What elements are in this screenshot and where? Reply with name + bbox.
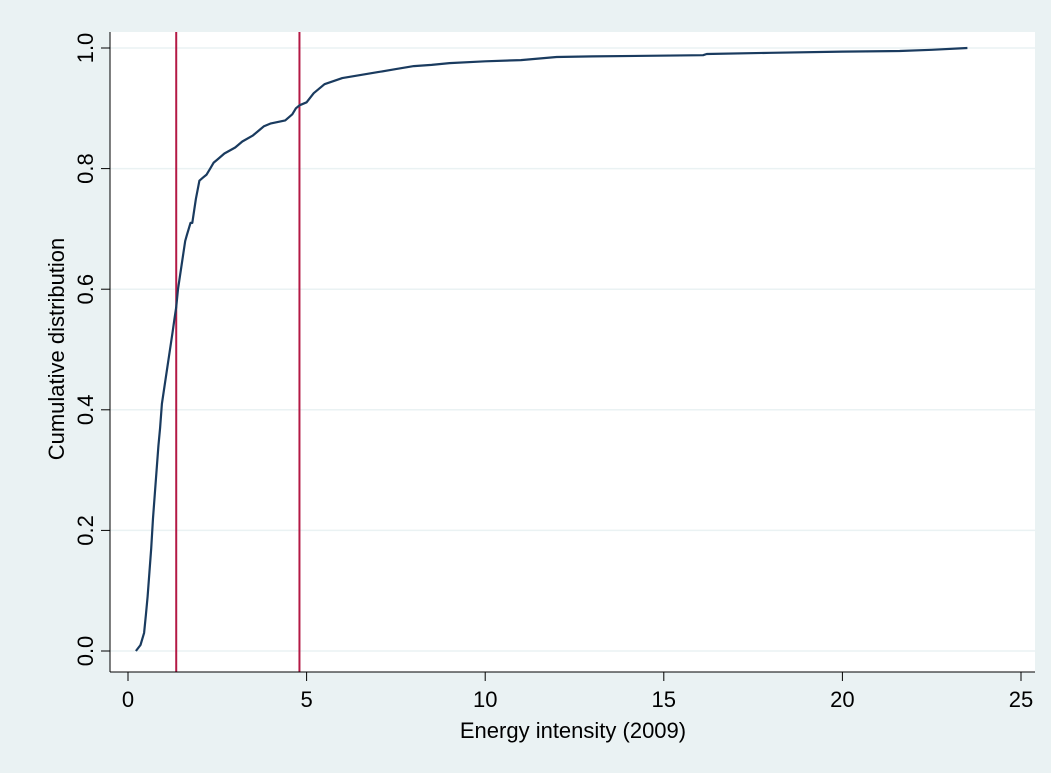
x-tick-label: 20 (830, 687, 854, 712)
series-line (135, 46, 968, 652)
y-tick-labels: 0.0 0.2 0.4 0.6 0.8 1.0 (73, 33, 98, 667)
y-tick-label: 0.8 (73, 153, 98, 184)
plot-area (110, 32, 1035, 672)
x-tick-label: 15 (652, 687, 676, 712)
x-tick-label: 25 (1009, 687, 1033, 712)
y-axis-label: Cumulative distribution (44, 238, 69, 461)
x-tick-label: 10 (473, 687, 497, 712)
x-axis-label: Energy intensity (2009) (460, 718, 686, 743)
x-tick-label: 0 (122, 687, 134, 712)
y-tick-label: 0.0 (73, 636, 98, 667)
y-tick-label: 0.2 (73, 515, 98, 546)
reference-lines (175, 32, 301, 672)
axis-layer (101, 32, 1035, 681)
x-tick-labels: 0 5 10 15 20 25 (122, 687, 1033, 712)
y-tick-label: 1.0 (73, 33, 98, 64)
y-tick-label: 0.6 (73, 274, 98, 305)
series-layer (135, 46, 968, 652)
x-tick-label: 5 (300, 687, 312, 712)
y-tick-label: 0.4 (73, 395, 98, 426)
grid-layer (110, 47, 1035, 652)
